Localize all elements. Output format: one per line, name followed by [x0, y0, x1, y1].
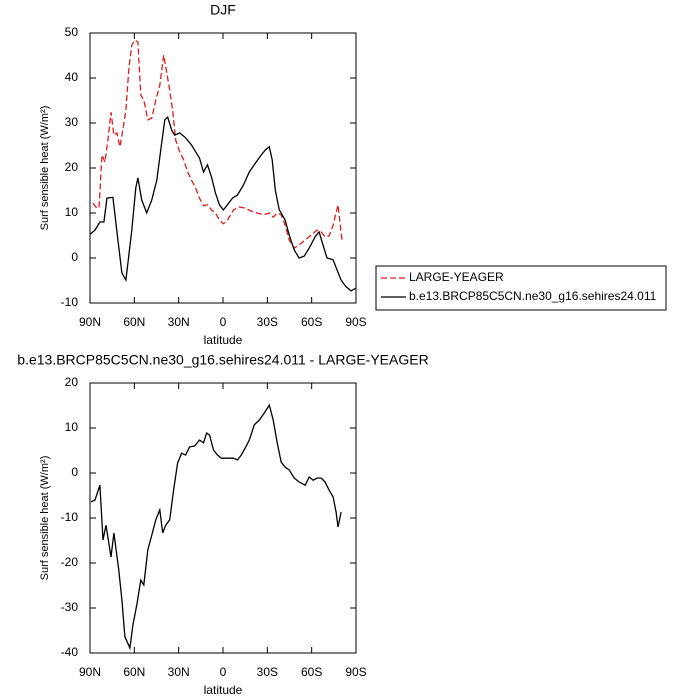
y-tick-label: -30 — [61, 600, 79, 614]
y-tick-label: 0 — [71, 465, 78, 479]
y-axis-label: Surf sensible heat (W/m²) — [39, 106, 51, 231]
x-tick-label: 30S — [257, 665, 278, 679]
x-tick-label: 60N — [123, 665, 145, 679]
x-tick-label: 0 — [220, 315, 227, 329]
x-tick-label: 60N — [123, 315, 145, 329]
x-axis-label: latitude — [204, 683, 243, 697]
y-tick-label: -10 — [61, 510, 79, 524]
data-line — [92, 39, 343, 250]
y-tick-label: -20 — [61, 555, 79, 569]
legend-label: LARGE-YEAGER — [409, 270, 504, 284]
x-tick-label: 30S — [257, 315, 278, 329]
x-tick-label: 90N — [79, 315, 101, 329]
y-tick-label: 40 — [65, 70, 79, 84]
y-tick-label: 50 — [65, 25, 79, 39]
y-tick-label: 20 — [65, 160, 79, 174]
x-tick-label: 0 — [220, 665, 227, 679]
chart-title: DJF — [210, 2, 236, 18]
data-line — [89, 116, 357, 292]
x-tick-label: 90S — [345, 665, 366, 679]
y-tick-label: -10 — [61, 295, 79, 309]
legend-box — [375, 265, 667, 311]
y-tick-label: -40 — [61, 645, 79, 659]
x-tick-label: 90N — [79, 665, 101, 679]
y-axis-label: Surf sensible heat (W/m²) — [39, 456, 51, 581]
legend-label: b.e13.BRCP85C5CN.ne30_g16.sehires24.011 — [409, 289, 657, 303]
chart-title: b.e13.BRCP85C5CN.ne30_g16.sehires24.011 … — [17, 352, 428, 368]
y-tick-label: 10 — [65, 205, 79, 219]
plot-frame — [89, 32, 357, 304]
x-tick-label: 90S — [345, 315, 366, 329]
plot-frame — [89, 382, 357, 654]
data-line — [90, 403, 342, 651]
x-tick-label: 30N — [168, 315, 190, 329]
y-tick-label: 10 — [65, 420, 79, 434]
y-tick-label: 20 — [65, 375, 79, 389]
x-tick-label: 30N — [168, 665, 190, 679]
x-axis-label: latitude — [204, 333, 243, 347]
x-tick-label: 60S — [301, 665, 322, 679]
x-tick-label: 60S — [301, 315, 322, 329]
y-tick-label: 0 — [71, 250, 78, 264]
y-tick-label: 30 — [65, 115, 79, 129]
